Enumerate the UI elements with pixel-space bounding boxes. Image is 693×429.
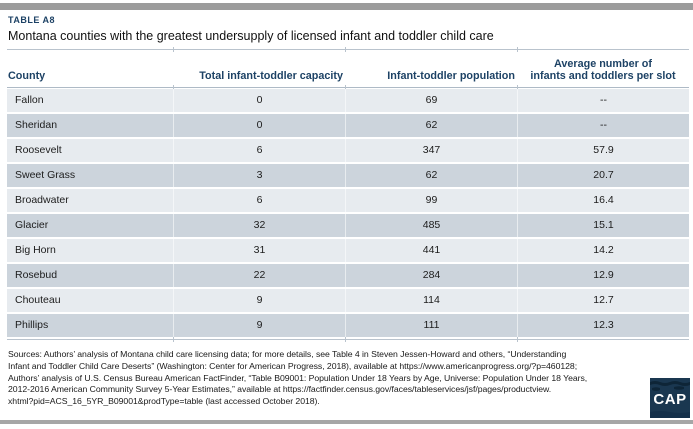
table-row: Broadwater 6 99 16.4: [7, 189, 689, 214]
cell-capacity: 9: [173, 289, 345, 312]
cell-capacity: 6: [173, 189, 345, 212]
table-row: Roosevelt 6 347 57.9: [7, 139, 689, 164]
cell-population: 99: [345, 189, 517, 212]
cell-avg-per-slot: --: [517, 114, 689, 137]
col-header-avg-line2: infants and toddlers per slot: [530, 70, 676, 82]
table-row: Sweet Grass 3 62 20.7: [7, 164, 689, 189]
cell-capacity: 3: [173, 164, 345, 187]
col-header-avg-line1: Average number of: [554, 58, 652, 70]
cell-population: 69: [345, 89, 517, 112]
cell-capacity: 9: [173, 314, 345, 337]
table-row: Chouteau 9 114 12.7: [7, 289, 689, 314]
cell-county: Sweet Grass: [15, 169, 76, 181]
column-tick: [345, 85, 346, 90]
table-row: Big Horn 31 441 14.2: [7, 239, 689, 264]
cell-county: Fallon: [15, 94, 44, 106]
cell-capacity: 31: [173, 239, 345, 262]
sources-line: Authors’ analysis of U.S. Census Bureau …: [8, 372, 588, 383]
rule-table-bottom: [7, 337, 689, 342]
cell-avg-per-slot: 57.9: [517, 139, 689, 162]
table-row: Rosebud 22 284 12.9: [7, 264, 689, 289]
table-header-row: County Total infant-toddler capacity Inf…: [7, 52, 689, 86]
bottom-divider-bar: [0, 420, 693, 424]
column-tick: [173, 85, 174, 90]
cell-capacity: 0: [173, 89, 345, 112]
cell-population: 347: [345, 139, 517, 162]
col-header-population: Infant-toddler population: [387, 70, 515, 82]
sources-line: Sources: Authors’ analysis of Montana ch…: [8, 349, 567, 359]
sources-line: xhtml?pid=ACS_16_5YR_B09001&prodType=tab…: [8, 396, 320, 407]
cell-population: 62: [345, 114, 517, 137]
table-row: Fallon 0 69 --: [7, 89, 689, 114]
top-divider-bar: [0, 3, 693, 10]
cell-population: 441: [345, 239, 517, 262]
cell-capacity: 6: [173, 139, 345, 162]
sources-line: Infant and Toddler Child Care Deserts” (…: [8, 360, 578, 371]
cell-county: Broadwater: [15, 194, 69, 206]
table-row: Glacier 32 485 15.1: [7, 214, 689, 239]
cell-avg-per-slot: --: [517, 89, 689, 112]
cell-avg-per-slot: 14.2: [517, 239, 689, 262]
cell-capacity: 32: [173, 214, 345, 237]
cell-population: 111: [345, 314, 517, 337]
sources-line: 2012-2016 American Community Survey 5-Ye…: [8, 384, 552, 395]
column-tick: [345, 47, 346, 52]
cell-avg-per-slot: 12.3: [517, 314, 689, 337]
cell-avg-per-slot: 12.9: [517, 264, 689, 287]
rule-under-headers: [7, 85, 689, 90]
cell-population: 114: [345, 289, 517, 312]
table-row: Phillips 9 111 12.3: [7, 314, 689, 339]
cell-county: Big Horn: [15, 244, 56, 256]
cell-county: Glacier: [15, 219, 49, 231]
cell-population: 485: [345, 214, 517, 237]
table-number-label: TABLE A8: [8, 15, 56, 25]
cell-avg-per-slot: 12.7: [517, 289, 689, 312]
table-title: Montana counties with the greatest under…: [8, 29, 494, 43]
logo-waves-graphic: [650, 378, 690, 418]
cell-county: Rosebud: [15, 269, 58, 281]
cell-capacity: 0: [173, 114, 345, 137]
column-tick: [173, 337, 174, 342]
column-tick: [345, 337, 346, 342]
cell-avg-per-slot: 15.1: [517, 214, 689, 237]
col-header-capacity: Total infant-toddler capacity: [199, 70, 343, 82]
sources-note: Sources: Authors’ analysis of Montana ch…: [8, 349, 638, 408]
cap-logo-text: CAP: [653, 391, 687, 408]
table-body: Fallon 0 69 -- Sheridan 0 62 -- Roosevel…: [7, 89, 689, 339]
column-tick: [517, 47, 518, 52]
rule-under-title: [7, 47, 689, 52]
cell-county: Chouteau: [15, 294, 61, 306]
column-tick: [517, 337, 518, 342]
cell-avg-per-slot: 16.4: [517, 189, 689, 212]
col-header-avg-per-slot: Average number of infants and toddlers p…: [517, 58, 689, 86]
cell-avg-per-slot: 20.7: [517, 164, 689, 187]
cell-county: Roosevelt: [15, 144, 62, 156]
cell-county: Sheridan: [15, 119, 58, 131]
cell-population: 62: [345, 164, 517, 187]
table-row: Sheridan 0 62 --: [7, 114, 689, 139]
column-tick: [173, 47, 174, 52]
cell-population: 284: [345, 264, 517, 287]
column-tick: [517, 85, 518, 90]
cap-logo: CAP: [650, 378, 690, 418]
cell-county: Phillips: [15, 319, 49, 331]
cell-capacity: 22: [173, 264, 345, 287]
col-header-county: County: [8, 70, 46, 82]
